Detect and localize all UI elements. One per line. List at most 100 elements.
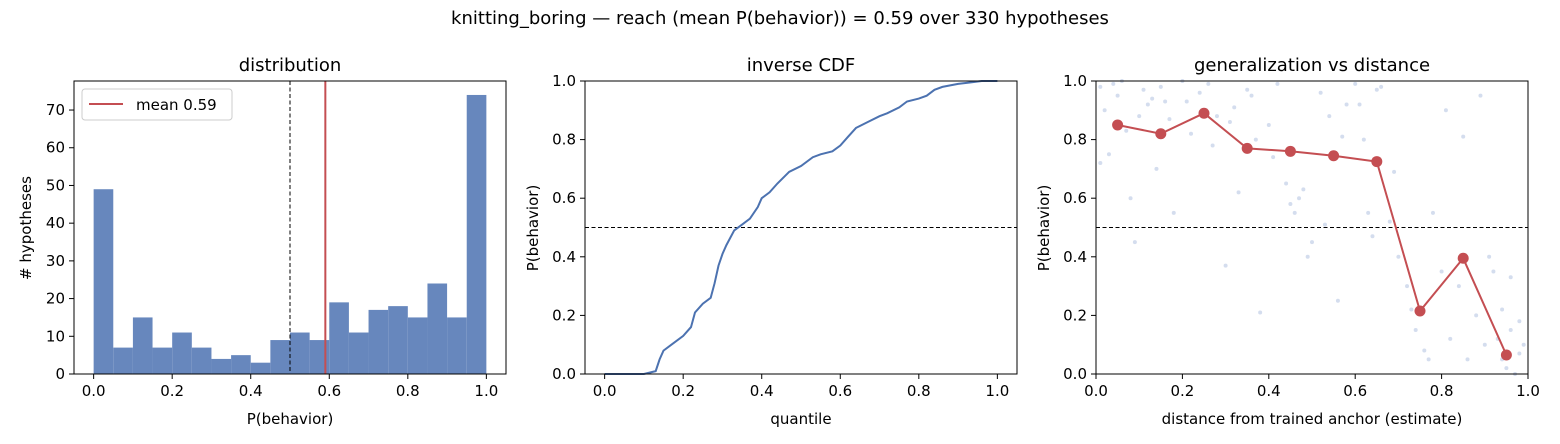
scatter-point [1322,222,1327,227]
scatter-point [1158,84,1163,89]
y-tick-label: 60 [46,139,65,157]
x-tick-label: 0.8 [907,382,931,400]
scatter-point [1284,181,1289,186]
scatter-point [1340,134,1345,139]
scatter-point [1106,152,1111,157]
binned-marker [1371,156,1383,168]
x-tick-label: 0.8 [1430,382,1454,400]
scatter-point [1504,366,1509,371]
histogram-bar [290,332,310,374]
y-tick-label: 0.4 [552,248,576,266]
generalization-ylabel: P(behavior) [1035,185,1053,272]
x-tick-label: 0.6 [317,382,341,400]
histogram-bar [93,189,114,374]
scatter-point [1227,120,1232,125]
scatter-point [1210,143,1215,148]
histogram-bar [250,362,271,374]
x-tick-label: 0.0 [82,382,106,400]
y-tick-label: 1.0 [552,72,576,90]
generalization-binned-markers [1112,107,1512,361]
scatter-point [1344,102,1349,107]
scatter-point [1266,122,1271,127]
scatter-point [1474,313,1479,318]
inverse-cdf-axes-frame [584,80,1018,375]
scatter-point [1413,328,1418,333]
scatter-point [1245,87,1250,92]
histogram-bar [152,347,173,374]
scatter-point [1098,84,1103,89]
histogram-bar [211,358,232,374]
scatter-point [1184,99,1189,104]
scatter-point [1392,169,1397,174]
scatter-point [1366,210,1371,215]
scatter-point [1374,87,1379,92]
scatter-point [1167,117,1172,122]
scatter-point [1145,102,1150,107]
histogram-bar [466,94,487,374]
histogram-bar [270,340,290,374]
scatter-point [1422,348,1427,353]
scatter-point [1491,269,1496,274]
scatter-point [1288,202,1293,207]
scatter-point [1508,275,1513,280]
scatter-point [1258,310,1263,315]
scatter-point [1154,166,1159,171]
scatter-point [1517,351,1522,356]
generalization-title: generalization vs distance [1194,55,1430,76]
scatter-point [1426,357,1431,362]
scatter-point [1292,210,1297,215]
histogram-bar [348,332,369,374]
y-tick-label: 0.4 [1063,248,1087,266]
y-tick-label: 0.2 [1063,306,1087,324]
scatter-point [1482,342,1487,347]
y-tick-label: 0.8 [1063,131,1087,149]
scatter-point [1335,298,1340,303]
scatter-point [1517,319,1522,324]
legend-mean-label: mean 0.59 [136,96,217,114]
histogram-bar [113,347,133,374]
inverse-cdf-title: inverse CDF [747,55,856,76]
histogram-bar [407,317,428,374]
scatter-point [1521,342,1526,347]
inverse-cdf-line [604,80,998,375]
histogram-xlabel: P(behavior) [247,410,334,428]
histogram-legend: mean 0.59 [81,88,233,121]
histogram-ylabel: # hypotheses [17,176,35,280]
y-tick-label: 0.0 [552,365,576,383]
scatter-point [1439,269,1444,274]
inverse-cdf-xlabel: quantile [770,410,831,428]
x-tick-label: 0.0 [1084,382,1108,400]
scatter-point [1189,131,1194,136]
scatter-point [1102,108,1107,113]
histogram-bar [427,283,448,374]
scatter-point [1297,196,1302,201]
scatter-point [1310,240,1314,245]
scatter-point [1249,93,1254,98]
scatter-point [1223,263,1228,268]
x-tick-label: 0.4 [750,382,774,400]
generalization-xlabel: distance from trained anchor (estimate) [1162,410,1463,428]
scatter-point [1171,210,1176,215]
scatter-point [1443,108,1448,113]
y-tick-label: 0.6 [552,189,576,207]
y-tick-label: 40 [46,214,65,232]
binned-marker [1155,128,1167,140]
scatter-point [1500,307,1505,312]
y-tick-label: 50 [46,176,65,194]
binned-marker [1112,119,1124,131]
y-tick-label: 20 [46,290,65,308]
scatter-point [1361,137,1366,142]
histogram-bar [132,317,153,374]
x-tick-label: 1.0 [474,382,498,400]
histogram-bar [447,317,467,374]
scatter-point [1487,254,1492,259]
x-tick-label: 0.8 [396,382,420,400]
histogram-axes-frame [73,80,507,375]
scatter-point [1327,114,1332,119]
x-tick-label: 0.2 [1170,382,1194,400]
scatter-point [1275,81,1280,86]
x-tick-label: 1.0 [985,382,1009,400]
scatter-point [1206,81,1211,86]
scatter-point [1353,81,1358,86]
scatter-point [1141,87,1146,92]
